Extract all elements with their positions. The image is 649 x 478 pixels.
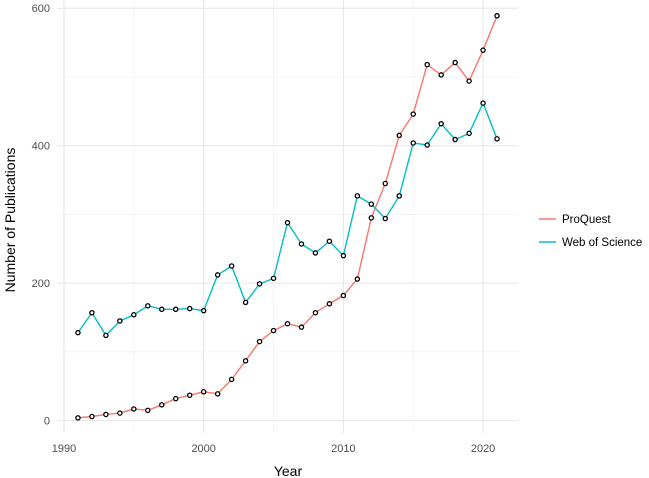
data-point: [145, 407, 151, 414]
x-tick-label: 2020: [471, 443, 495, 455]
data-point: [466, 130, 472, 137]
data-point: [242, 299, 249, 306]
data-point: [354, 276, 361, 282]
y-axis-title: Number of Publications: [2, 148, 18, 293]
y-tick-label: 400: [32, 141, 50, 153]
data-point: [424, 142, 430, 148]
data-point: [200, 307, 207, 314]
y-axis-ticks: 0 200 400 600: [32, 3, 50, 427]
data-point: [214, 272, 221, 278]
data-point: [452, 59, 458, 66]
data-point: [466, 78, 472, 84]
data-point: [312, 250, 319, 256]
x-tick-label: 2000: [191, 443, 215, 455]
x-axis-ticks: 1990 2000 2010 2020: [52, 443, 496, 455]
data-point: [438, 120, 444, 127]
data-point: [326, 301, 333, 307]
data-point: [340, 252, 347, 259]
data-point: [354, 193, 361, 199]
data-point: [117, 318, 123, 324]
data-point: [89, 413, 95, 420]
data-point: [159, 306, 165, 313]
data-point: [172, 306, 179, 313]
data-point: [145, 303, 151, 309]
data-point: [228, 376, 235, 383]
legend-label-0: ProQuest: [562, 214, 611, 226]
x-axis-title: Year: [274, 463, 303, 478]
y-tick-label: 0: [44, 416, 50, 428]
x-tick-label: 1990: [52, 443, 76, 455]
x-tick-label: 2010: [331, 443, 355, 455]
data-point: [172, 395, 179, 402]
data-point: [242, 358, 249, 364]
data-point: [256, 281, 263, 287]
data-point: [494, 13, 500, 19]
data-point: [382, 180, 389, 187]
data-point: [75, 329, 81, 336]
data-point: [117, 410, 123, 416]
data-point: [312, 309, 319, 316]
data-point: [494, 136, 500, 142]
data-point: [368, 201, 375, 207]
data-point: [452, 136, 458, 143]
data-point: [103, 411, 109, 418]
data-point: [103, 332, 109, 339]
data-point: [75, 415, 81, 421]
plot-panel: [57, 0, 518, 433]
data-point: [396, 132, 403, 139]
data-point: [284, 219, 291, 226]
data-point: [186, 305, 193, 312]
data-point: [396, 193, 403, 199]
legend-label-1: Web of Science: [562, 237, 642, 249]
data-point: [200, 389, 207, 395]
data-point: [284, 320, 291, 327]
data-point: [368, 215, 375, 221]
data-point: [214, 391, 221, 397]
data-point: [256, 338, 263, 345]
data-point: [424, 61, 430, 68]
data-point: [89, 309, 95, 316]
data-point: [340, 292, 347, 299]
data-point: [159, 402, 165, 408]
y-tick-label: 600: [32, 3, 50, 15]
data-point: [298, 241, 305, 247]
data-point: [480, 100, 486, 106]
y-tick-label: 200: [32, 278, 50, 290]
data-points: [75, 13, 500, 421]
data-point: [480, 47, 486, 53]
data-point: [270, 327, 277, 334]
data-point: [326, 238, 333, 244]
legend: ProQuest Web of Science: [539, 214, 642, 249]
data-point: [410, 140, 416, 146]
data-point: [410, 111, 416, 117]
data-point: [438, 72, 444, 78]
data-point: [228, 263, 235, 269]
data-point: [131, 312, 137, 318]
data-point: [186, 392, 193, 398]
data-point: [270, 275, 277, 282]
data-point: [131, 406, 137, 412]
data-point: [298, 324, 305, 330]
data-point: [382, 215, 389, 222]
grid: [57, 0, 518, 433]
